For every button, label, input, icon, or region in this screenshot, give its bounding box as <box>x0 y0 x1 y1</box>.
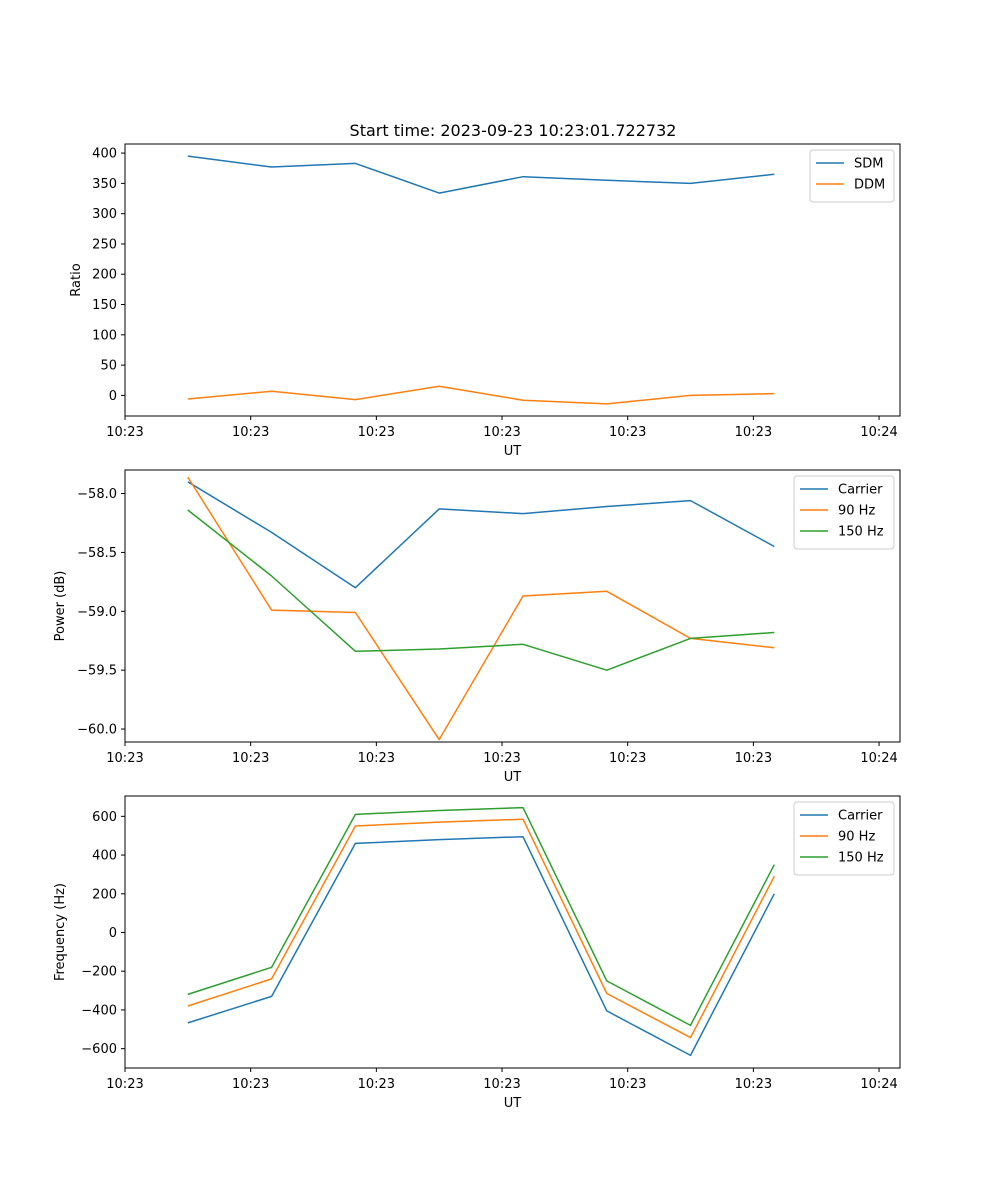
axes-frame <box>124 469 901 743</box>
series-line-150-hz <box>187 509 775 671</box>
x-tick-label: 10:23 <box>735 425 772 440</box>
x-tick-label: 10:23 <box>483 1077 520 1092</box>
y-tick-label: −59.5 <box>77 664 117 679</box>
x-tick-label: 10:23 <box>609 1077 646 1092</box>
legend: Carrier 90 Hz 150 Hz <box>793 801 895 876</box>
y-tick-label: −59.0 <box>77 605 117 620</box>
series-line-carrier <box>187 835 775 1057</box>
x-tick-label: 10:23 <box>106 751 143 766</box>
y-tick-label: 400 <box>92 147 117 162</box>
legend-label: Carrier <box>838 809 883 824</box>
y-axis-label: Ratio <box>69 263 84 296</box>
y-tick-label: 100 <box>92 328 117 343</box>
legend-label: 150 Hz <box>838 525 884 540</box>
y-tick-label: −600 <box>81 1042 117 1057</box>
x-axis-label: UT <box>504 1096 522 1111</box>
x-tick-label: 10:24 <box>860 751 897 766</box>
subplot-1: 10:23 10:23 10:23 10:23 10:23 10:23 10:24 0 50 10… <box>69 143 901 459</box>
y-tick-label: 250 <box>92 237 117 252</box>
figure-title: Start time: 2023-09-23 10:23:01.722732 <box>350 121 677 140</box>
x-axis-label: UT <box>504 770 522 785</box>
axes-frame <box>124 143 901 417</box>
series-line-90-hz <box>187 818 775 1039</box>
x-tick-label: 10:23 <box>106 425 143 440</box>
x-tick-label: 10:23 <box>232 1077 269 1092</box>
y-tick-label: 200 <box>92 887 117 902</box>
legend-label: 90 Hz <box>838 830 875 845</box>
y-axis-label: Frequency (Hz) <box>53 883 68 981</box>
y-tick-label: −400 <box>81 1003 117 1018</box>
legend-label: SDM <box>854 157 883 172</box>
y-tick-label: 200 <box>92 268 117 283</box>
legend-label: DDM <box>854 178 885 193</box>
y-tick-label: −58.5 <box>77 546 117 561</box>
legend-label: 150 Hz <box>838 851 884 866</box>
y-tick-label: 350 <box>92 177 117 192</box>
legend: SDM DDM <box>809 149 895 203</box>
y-axis-label: Power (dB) <box>53 571 68 642</box>
y-tick-label: 300 <box>92 207 117 222</box>
x-axis-label: UT <box>504 444 522 459</box>
x-tick-label: 10:23 <box>232 751 269 766</box>
y-tick-label: 600 <box>92 810 117 825</box>
series-line-carrier <box>187 481 775 589</box>
x-tick-label: 10:23 <box>358 1077 395 1092</box>
x-tick-label: 10:23 <box>106 1077 143 1092</box>
subplot-panels: 10:23 10:23 10:23 10:23 10:23 10:23 10:24 0 50 10… <box>53 143 901 1111</box>
x-tick-label: 10:23 <box>735 751 772 766</box>
series-line-150-hz <box>187 806 775 1027</box>
y-tick-label: 150 <box>92 298 117 313</box>
series-line-90-hz <box>187 476 775 741</box>
legend-label: Carrier <box>838 483 883 498</box>
y-tick-label: −200 <box>81 965 117 980</box>
y-tick-label: 50 <box>100 359 117 374</box>
x-tick-label: 10:23 <box>609 751 646 766</box>
x-tick-label: 10:23 <box>483 751 520 766</box>
x-tick-label: 10:23 <box>358 425 395 440</box>
subplot-2: 10:23 10:23 10:23 10:23 10:23 10:23 10:24 −60.0… <box>53 469 901 785</box>
legend-label: 90 Hz <box>838 504 875 519</box>
legend: Carrier 90 Hz 150 Hz <box>793 475 895 550</box>
y-tick-label: −58.0 <box>77 487 117 502</box>
x-tick-label: 10:24 <box>860 425 897 440</box>
x-tick-label: 10:24 <box>860 1077 897 1092</box>
series-line-ddm <box>187 385 775 405</box>
subplot-3: 10:23 10:23 10:23 10:23 10:23 10:23 10:24 −600 −… <box>53 795 901 1111</box>
x-tick-label: 10:23 <box>609 425 646 440</box>
x-tick-label: 10:23 <box>232 425 269 440</box>
y-tick-label: 0 <box>109 926 117 941</box>
y-tick-label: 0 <box>109 389 117 404</box>
x-tick-label: 10:23 <box>358 751 395 766</box>
y-tick-label: 400 <box>92 849 117 864</box>
y-tick-label: −60.0 <box>77 723 117 738</box>
x-tick-label: 10:23 <box>483 425 520 440</box>
x-tick-label: 10:23 <box>735 1077 772 1092</box>
series-line-sdm <box>187 155 775 194</box>
